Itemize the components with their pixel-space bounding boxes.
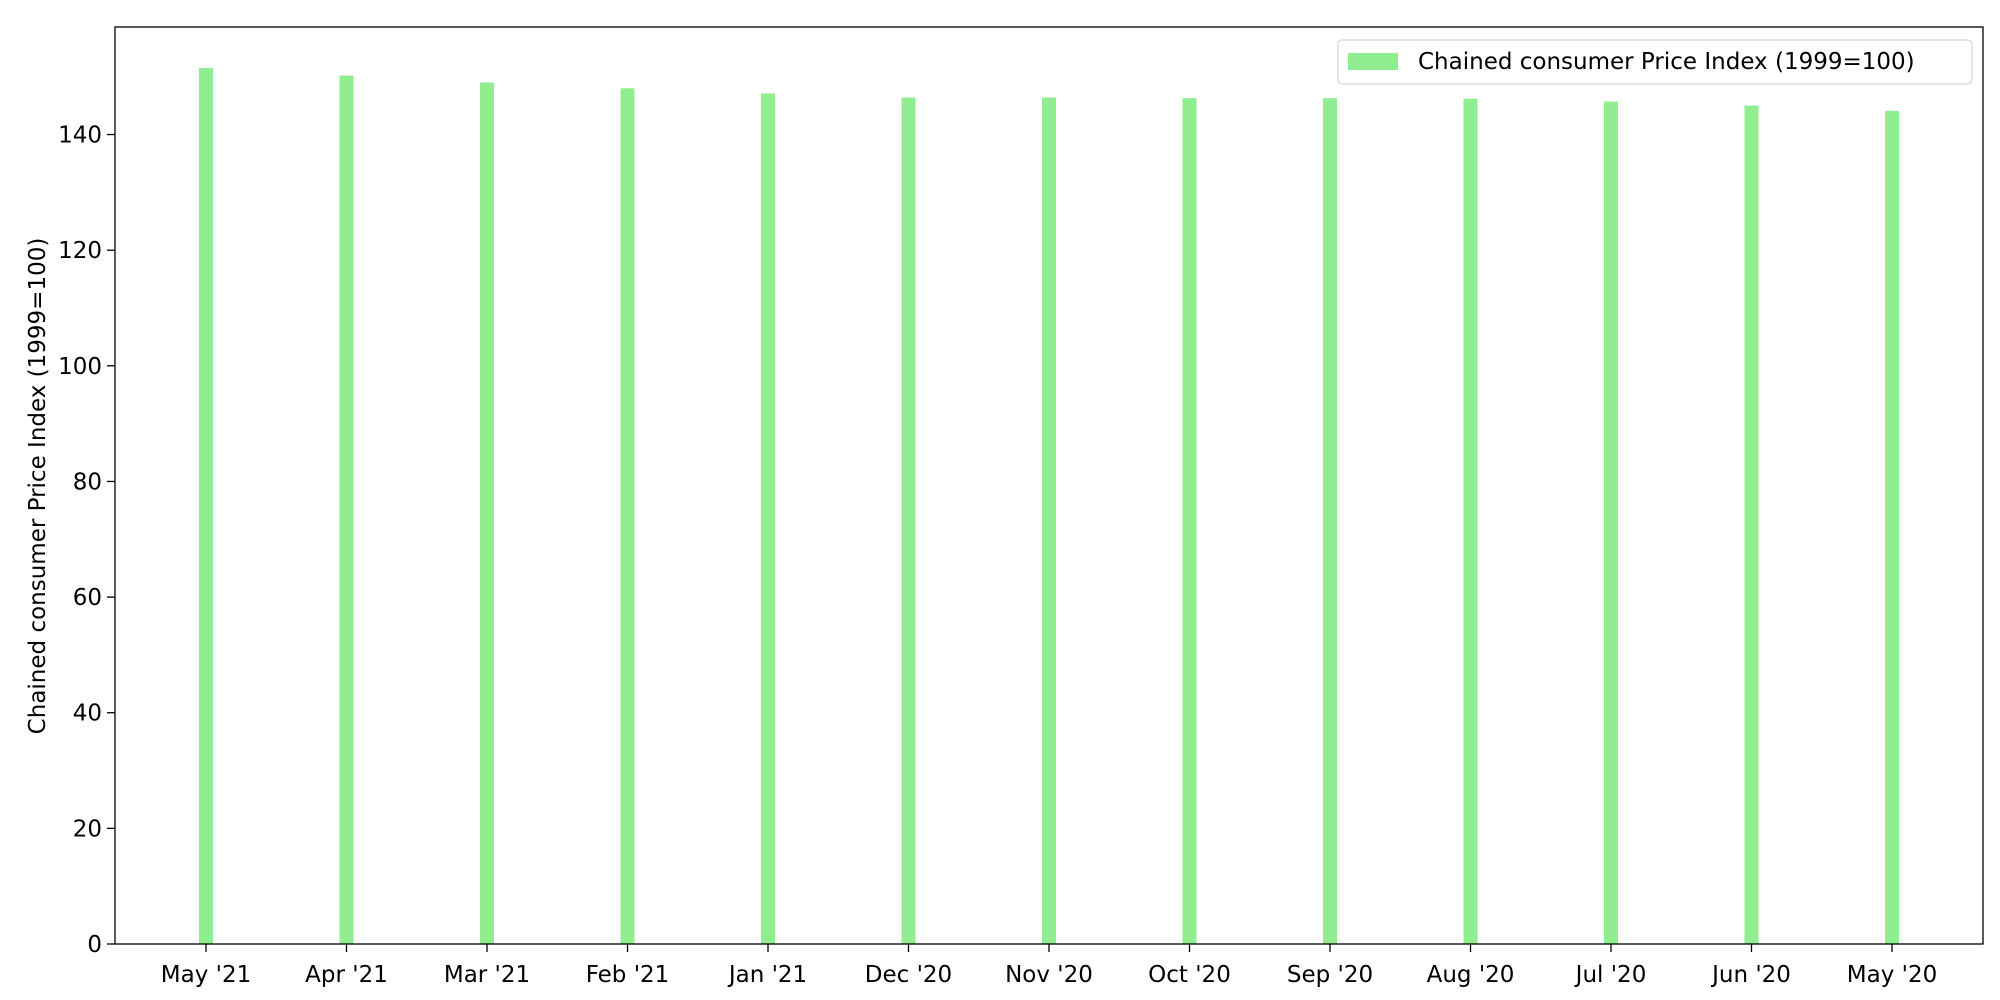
x-tick-label: Sep '20 (1287, 962, 1373, 988)
y-tick-label: 140 (58, 123, 102, 149)
y-tick-label: 40 (73, 701, 102, 727)
legend: Chained consumer Price Index (1999=100) (1337, 39, 1973, 85)
x-tick-label: Dec '20 (865, 962, 952, 988)
bar (1323, 98, 1337, 945)
y-axis: 0 20 40 60 80 100 120 140 (58, 123, 115, 958)
bar (620, 88, 635, 944)
y-tick-label: 0 (87, 932, 102, 958)
y-tick-label: 100 (58, 354, 102, 380)
bar (1042, 97, 1056, 945)
bar (1463, 98, 1478, 945)
x-tick-label: Mar '21 (444, 962, 530, 988)
y-tick-label: 20 (73, 816, 102, 842)
y-tick-label: 60 (73, 585, 102, 611)
x-tick-label: Jul '20 (1574, 962, 1647, 988)
y-tick-label: 80 (73, 469, 102, 495)
bar (480, 82, 494, 944)
bars-group (199, 68, 1899, 945)
x-tick-label: May '20 (1847, 962, 1937, 988)
x-tick-label: Oct '20 (1148, 962, 1231, 988)
y-tick-label: 120 (58, 238, 102, 264)
x-tick-label: Feb '21 (586, 962, 670, 988)
bar (339, 75, 354, 945)
x-tick-label: Apr '21 (305, 962, 388, 988)
legend-label: Chained consumer Price Index (1999=100) (1418, 49, 1915, 75)
x-tick-label: Jun '20 (1710, 962, 1791, 988)
bar (761, 93, 775, 945)
y-axis-title: Chained consumer Price Index (1999=100) (25, 238, 51, 735)
x-tick-label: Nov '20 (1005, 962, 1093, 988)
legend-swatch (1348, 53, 1398, 70)
bar (1885, 110, 1899, 945)
x-tick-label: Aug '20 (1427, 962, 1515, 988)
bar (1744, 105, 1759, 944)
bar (1182, 98, 1197, 945)
x-tick-label: May '21 (161, 962, 251, 988)
bar (199, 68, 213, 944)
x-tick-label: Jan '21 (727, 962, 807, 988)
x-axis: May '21 Apr '21 Mar '21 Feb '21 Jan '21 Dec '… (161, 944, 1937, 988)
bar (1604, 101, 1618, 944)
legend-box (1337, 39, 1973, 85)
bar (901, 97, 916, 945)
